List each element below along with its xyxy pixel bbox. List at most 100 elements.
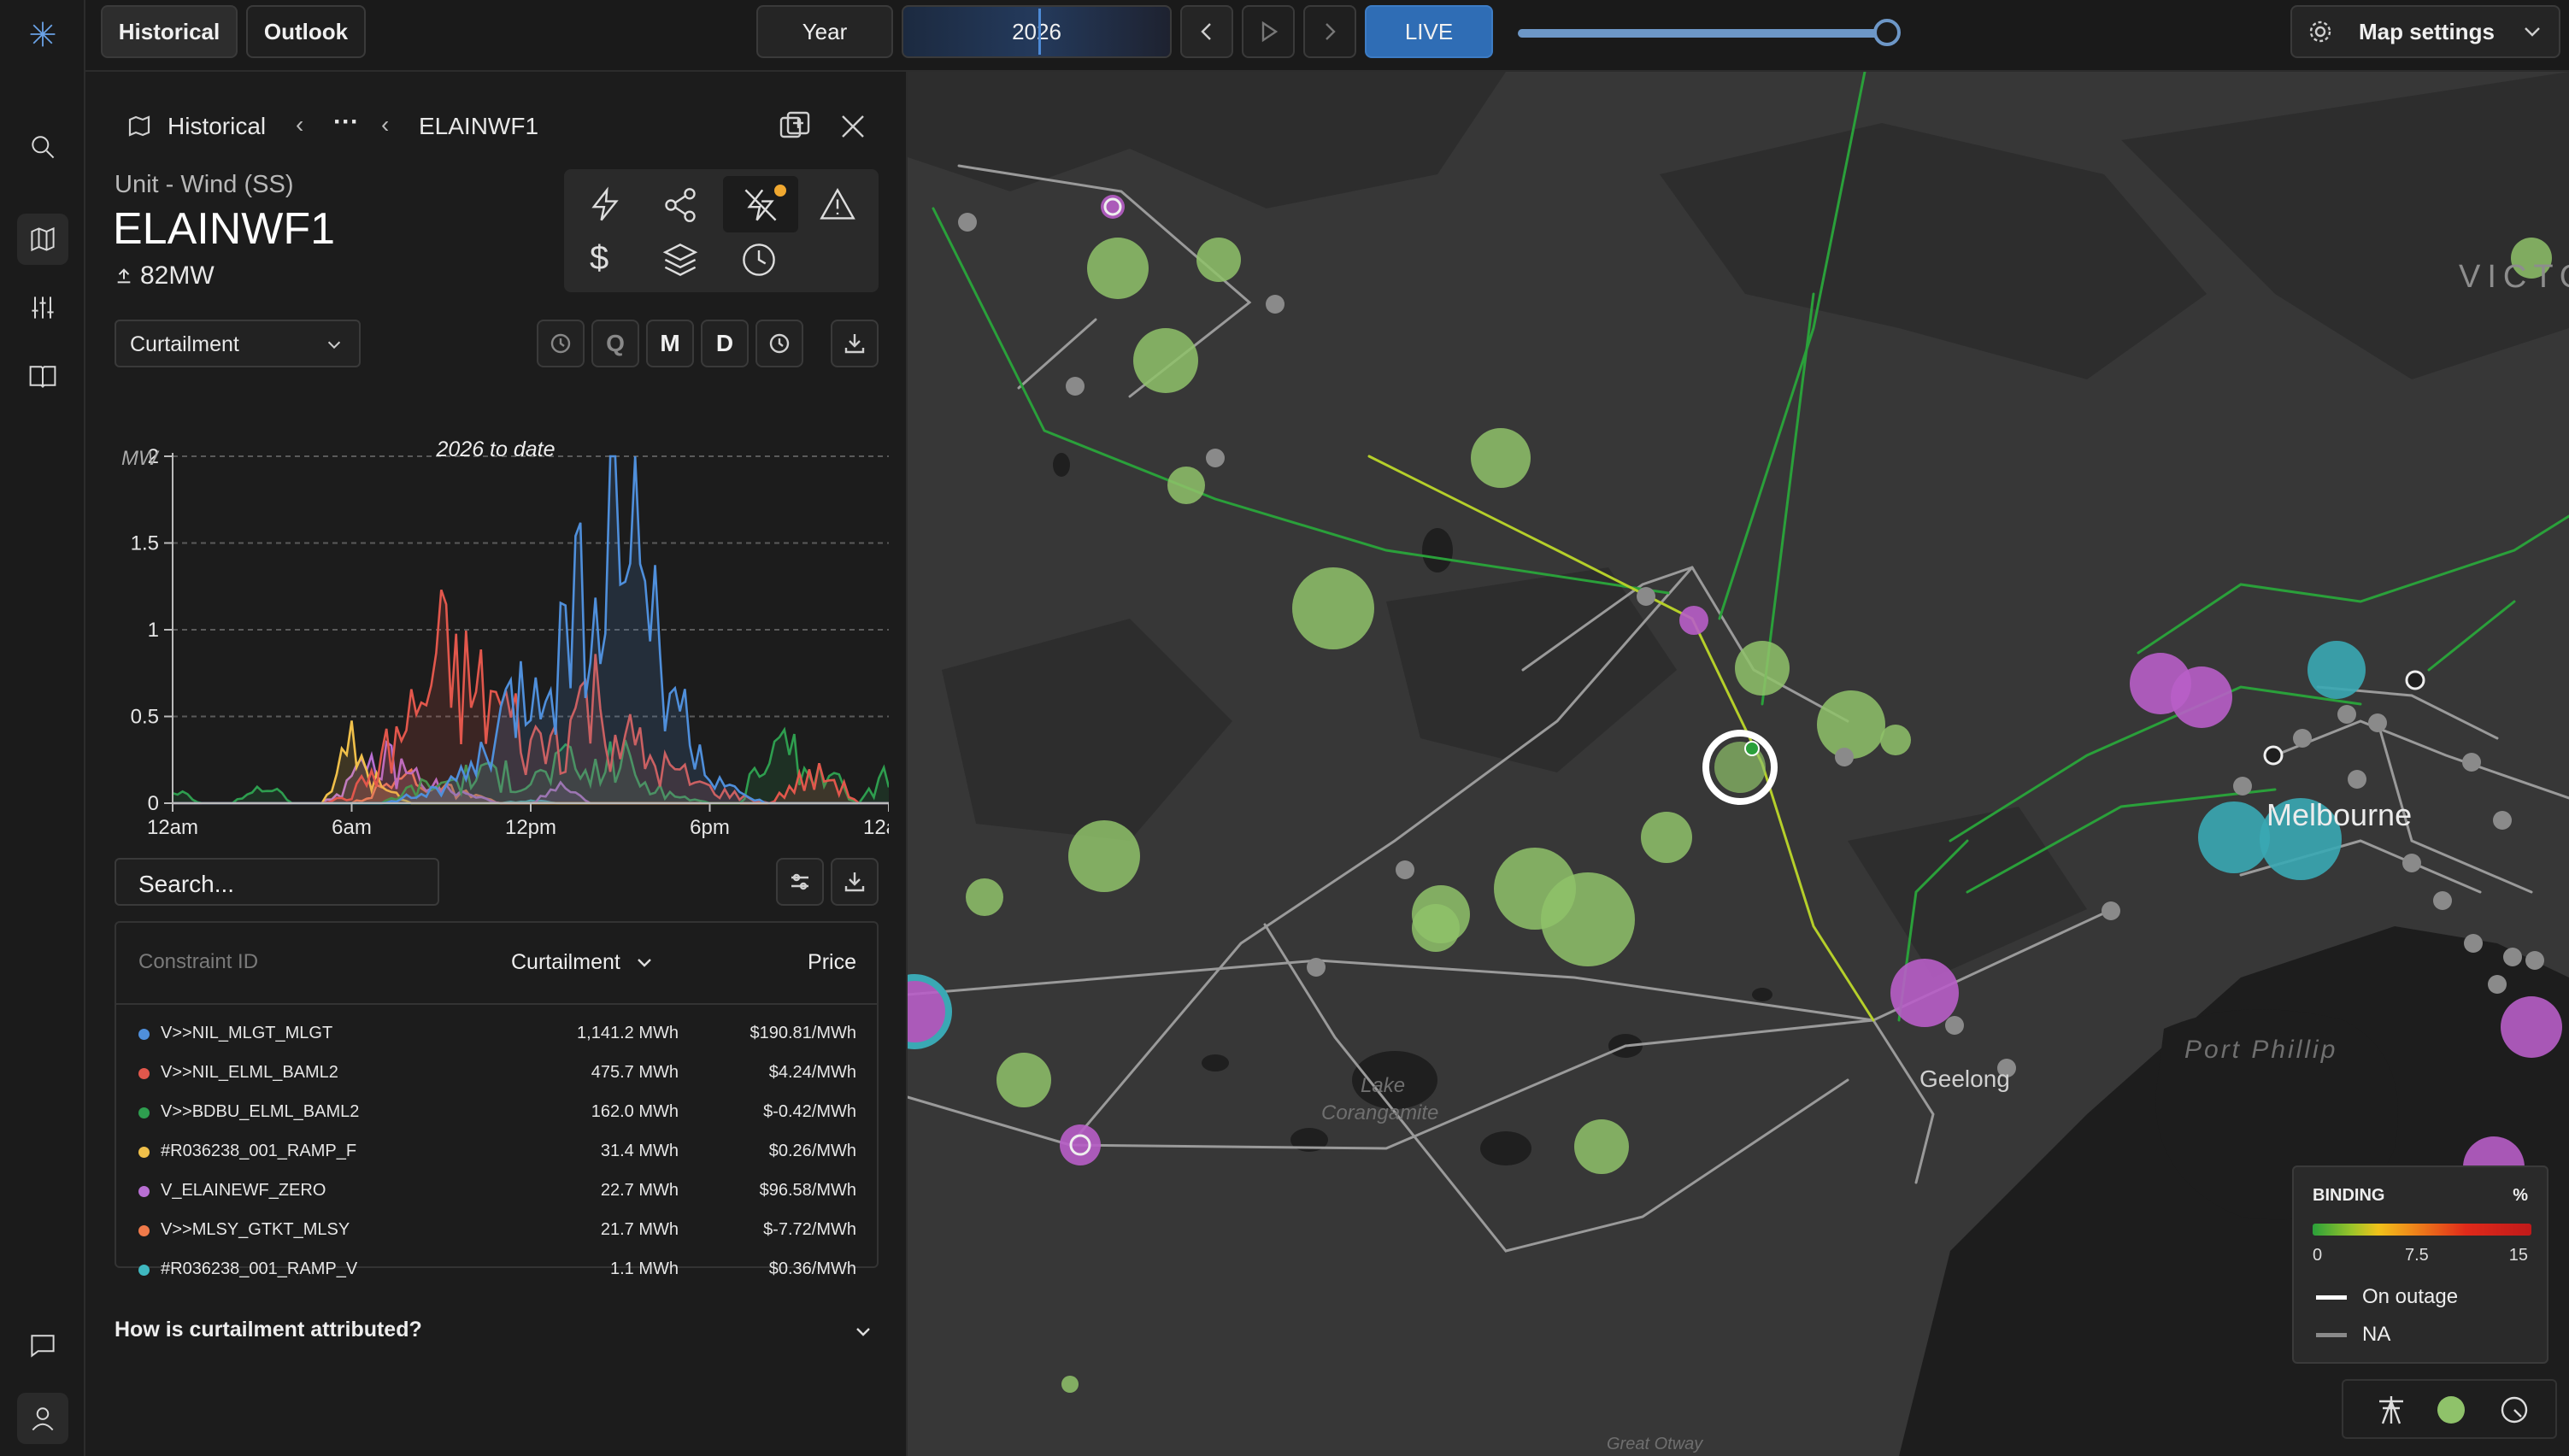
unit-name: ELAINWF1 [113,204,336,254]
node-marker[interactable] [2263,745,2284,766]
dollar-icon[interactable]: $ [590,239,609,277]
selected-unit-ring[interactable] [1702,730,1778,805]
node-marker[interactable] [2405,670,2425,690]
next-button[interactable] [1303,5,1356,58]
timeline-slider-handle[interactable] [1873,19,1901,46]
constraint-id: #R036238_001_RAMP_F [161,1142,357,1160]
share-icon[interactable] [661,186,699,224]
header-constraint-id[interactable]: Constraint ID [138,950,259,973]
lightning-icon[interactable] [586,186,624,224]
table-row[interactable]: V>>BDBU_ELML_BAML2 162.0 MWh $-0.42/MWh [116,1094,877,1131]
curtailment-value: 22.7 MWh [600,1181,679,1200]
tab-outlook[interactable]: Outlook [246,5,366,58]
previous-button[interactable] [1180,5,1233,58]
attribution-question: How is curtailment attributed? [115,1318,422,1342]
y-axis-label: MW [121,447,160,470]
logo-icon[interactable] [17,9,68,60]
table-row[interactable]: V>>NIL_ELML_BAML2 475.7 MWh $4.24/MWh [116,1054,877,1092]
x-tick-label: 12pm [505,816,556,839]
tab-historical[interactable]: Historical [101,5,238,58]
day-button[interactable]: D [701,320,749,367]
label-great-otway: Great Otway [1607,1435,1703,1453]
selected-unit-node[interactable] [1744,741,1760,756]
notification-dot [774,185,786,197]
label-geelong: Geelong [1919,1066,2010,1092]
month-button[interactable]: M [646,320,694,367]
curtailment-chart: 0 0.5 1 1.5 2 12am 6am 12pm 6pm 12am MW 2026 to dat… [121,437,889,839]
curtailment-value: 162.0 MWh [591,1102,679,1121]
y-tick-label: 0 [148,792,159,815]
legend-tick-max: 15 [2508,1246,2528,1265]
live-button[interactable]: LIVE [1365,5,1493,58]
series-area [173,720,889,803]
legend-tick-min: 0 [2313,1246,2323,1265]
generator-bubble-toggle[interactable] [2437,1396,2465,1424]
breadcrumb-more[interactable]: ··· [333,108,359,136]
legend-tick-mid: 7.5 [2405,1246,2429,1265]
map-icon[interactable] [17,214,68,265]
transmission-tower-icon[interactable] [2374,1393,2408,1427]
user-icon[interactable] [17,1393,68,1444]
header-curtailment[interactable]: Curtailment [511,950,620,974]
constraint-search[interactable]: Search... [115,858,439,906]
play-button[interactable] [1242,5,1295,58]
label-melbourne: Melbourne [2266,797,2412,832]
attribution-accordion[interactable]: How is curtailment attributed? [115,1314,879,1348]
curtailment-view-button[interactable] [723,176,798,232]
chevron-right-icon [1326,23,1336,40]
book-icon[interactable] [17,350,68,402]
clock-icon[interactable] [740,241,778,279]
x-tick-label: 6am [332,816,372,839]
duplicate-icon[interactable] [778,109,812,148]
sort-desc-icon[interactable] [634,952,655,972]
sliders-icon[interactable] [17,282,68,333]
breadcrumb-root[interactable]: Historical [168,113,267,139]
legend-na-swatch [2316,1333,2347,1337]
substation-nodes[interactable] [958,213,2544,1077]
map-settings-label: Map settings [2359,18,2495,44]
quarter-button[interactable]: Q [591,320,639,367]
node-marker[interactable] [1069,1134,1091,1156]
map-icon[interactable] [126,113,154,140]
metric-select[interactable]: Curtailment [115,320,361,367]
download-icon [844,334,865,354]
chevron-left-icon[interactable]: ‹ [381,111,390,138]
terrain-shading [908,72,2569,978]
warning-icon[interactable] [819,186,856,224]
legend-gradient [2313,1224,2531,1236]
time-of-day-button[interactable] [755,320,803,367]
chat-icon[interactable] [17,1319,68,1371]
close-icon[interactable] [838,111,868,146]
x-tick-label: 12am [863,816,889,839]
node-marker[interactable] [1103,197,1122,216]
download-table-button[interactable] [831,858,879,906]
history-button[interactable] [537,320,585,367]
search-icon[interactable] [17,121,68,173]
filter-button[interactable] [776,858,824,906]
timeline-slider[interactable] [1518,29,1890,38]
table-row[interactable]: V_ELAINEWF_ZERO 22.7 MWh $96.58/MWh [116,1172,877,1210]
left-rail [0,0,85,1456]
map-settings-dropdown[interactable]: Map settings [2290,5,2560,58]
label-lake: Lake [1361,1074,1405,1097]
price-value: $0.26/MWh [768,1142,856,1160]
side-panel: Historical ‹ ··· ‹ ELAINWF1 Unit - Wind … [85,72,908,1456]
city-bubbles[interactable] [2198,641,2366,880]
table-row[interactable]: V>>MLSY_GTKT_MLSY 21.7 MWh $-7.72/MWh [116,1212,877,1249]
table-row[interactable]: #R036238_001_RAMP_V 1.1 MWh $0.36/MWh [116,1251,877,1289]
series-color-dot [138,1186,150,1197]
table-row[interactable]: #R036238_001_RAMP_F 31.4 MWh $0.26/MWh [116,1133,877,1171]
radius-icon[interactable] [2497,1393,2531,1427]
constraint-id: V>>NIL_MLGT_MLGT [161,1024,333,1042]
period-selector[interactable]: Year [756,5,893,58]
header-price[interactable]: Price [808,950,856,974]
year-input[interactable]: 2026 [902,5,1172,58]
wind-farm-bubbles[interactable] [966,238,2552,1393]
download-button[interactable] [831,320,879,367]
chevron-left-icon[interactable]: ‹ [296,111,304,138]
binding-legend: BINDING % 0 7.5 15 On outage NA [2292,1165,2548,1364]
load-bubbles[interactable] [908,195,2562,1198]
table-row[interactable]: V>>NIL_MLGT_MLGT 1,141.2 MWh $190.81/MWh [116,1015,877,1053]
layers-icon[interactable] [661,241,699,279]
